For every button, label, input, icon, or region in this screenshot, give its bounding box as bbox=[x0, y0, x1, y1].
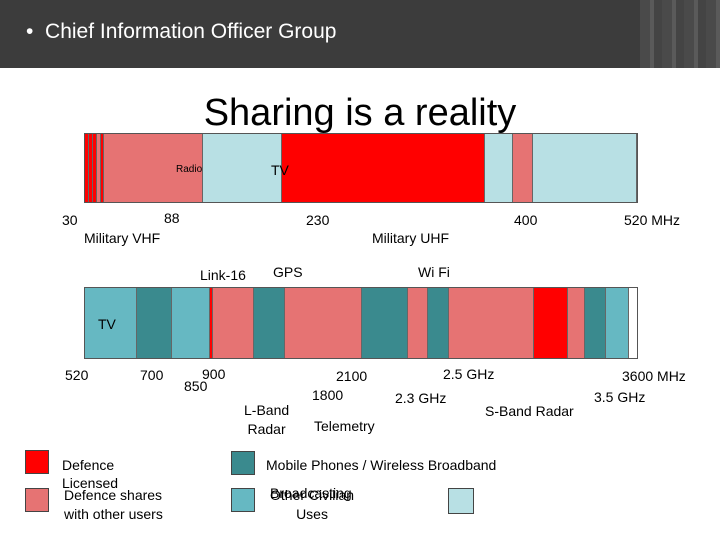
bottom-band-segment bbox=[606, 288, 629, 358]
top-band-segment bbox=[533, 134, 637, 202]
legend-other-civilian: Other Civilian Uses bbox=[270, 487, 355, 522]
top-band-segment bbox=[97, 134, 101, 202]
link16-label: Link-16 bbox=[200, 267, 246, 283]
bottom-band-segment bbox=[408, 288, 428, 358]
bottom-band-segment bbox=[172, 288, 210, 358]
bottom-band-segment bbox=[210, 288, 213, 358]
freq-2100: 2100 bbox=[336, 368, 368, 384]
bottom-band-segment bbox=[85, 288, 137, 358]
top-band-segment bbox=[101, 134, 104, 202]
bottom-band-segment bbox=[568, 288, 585, 358]
military-vhf-label: Military VHF bbox=[84, 230, 161, 246]
legend-defence-licensed: Defence Licensed bbox=[62, 457, 119, 491]
top-band-segment bbox=[282, 134, 485, 202]
bottom-band-segment bbox=[585, 288, 606, 358]
freq-1800: 1800 bbox=[312, 387, 344, 403]
freq-520-mhz: 520 MHz bbox=[624, 212, 681, 228]
freq-520: 520 bbox=[65, 367, 89, 383]
header-decoration bbox=[640, 0, 720, 68]
bottom-band-segment bbox=[428, 288, 449, 358]
top-band-segment bbox=[513, 134, 533, 202]
legend-swatch-defence-shares bbox=[25, 488, 49, 512]
legend-mobile: Mobile Phones / Wireless Broadband bbox=[266, 457, 497, 473]
gps-label: GPS bbox=[273, 264, 303, 280]
legend-swatch-mobile bbox=[231, 451, 255, 475]
freq-230: 230 bbox=[306, 212, 330, 228]
tv-label-bottom: TV bbox=[98, 316, 116, 332]
header-title: Chief Information Officer Group bbox=[45, 20, 337, 43]
top-band-segment bbox=[85, 134, 89, 202]
legend-swatch-other-civilian bbox=[448, 488, 474, 514]
top-band-segment bbox=[104, 134, 203, 202]
top-spectrum-bar bbox=[84, 133, 638, 203]
freq-30: 30 bbox=[62, 212, 78, 228]
radio-label: Radio bbox=[176, 164, 203, 175]
freq-3-5-ghz: 3.5 GHz bbox=[594, 389, 646, 405]
freq-3600-mhz: 3600 MHz bbox=[622, 368, 686, 384]
legend-swatch-broadcasting bbox=[231, 488, 255, 512]
bottom-band-segment bbox=[449, 288, 534, 358]
sband-radar-label: S-Band Radar bbox=[485, 403, 574, 419]
lband-radar-label: L-Band Radar bbox=[244, 402, 290, 437]
freq-400: 400 bbox=[514, 212, 538, 228]
bottom-band-segment bbox=[213, 288, 254, 358]
freq-2-5-ghz: 2.5 GHz bbox=[443, 366, 495, 382]
wifi-label: Wi Fi bbox=[418, 264, 450, 280]
top-band-segment bbox=[203, 134, 282, 202]
telemetry-label: Telemetry bbox=[314, 418, 375, 434]
freq-900: 900 bbox=[202, 366, 226, 382]
freq-700: 700 bbox=[140, 367, 164, 383]
bottom-band-segment bbox=[362, 288, 408, 358]
legend-broadcasting: Broadcasting bbox=[270, 485, 352, 501]
freq-850: 850 bbox=[184, 378, 208, 394]
legend-defence-shares: Defence shares with other users bbox=[64, 487, 163, 522]
header-bar: • Chief Information Officer Group bbox=[0, 0, 720, 68]
top-band-segment bbox=[93, 134, 97, 202]
header-bullet: • bbox=[26, 20, 34, 43]
slide-title: Sharing is a reality bbox=[203, 92, 517, 134]
top-band-segment bbox=[89, 134, 93, 202]
bottom-spectrum-bar bbox=[84, 287, 638, 359]
freq-88: 88 bbox=[164, 210, 180, 226]
military-uhf-label: Military UHF bbox=[372, 230, 449, 246]
freq-2-3-ghz: 2.3 GHz bbox=[395, 390, 447, 406]
bottom-band-segment bbox=[254, 288, 285, 358]
tv-label-top: TV bbox=[271, 162, 289, 178]
top-band-segment bbox=[485, 134, 513, 202]
bottom-band-segment bbox=[137, 288, 172, 358]
bottom-band-segment bbox=[534, 288, 568, 358]
bottom-band-segment bbox=[285, 288, 362, 358]
legend-swatch-defence-licensed bbox=[25, 450, 49, 474]
header-text: • Chief Information Officer Group bbox=[26, 20, 336, 44]
